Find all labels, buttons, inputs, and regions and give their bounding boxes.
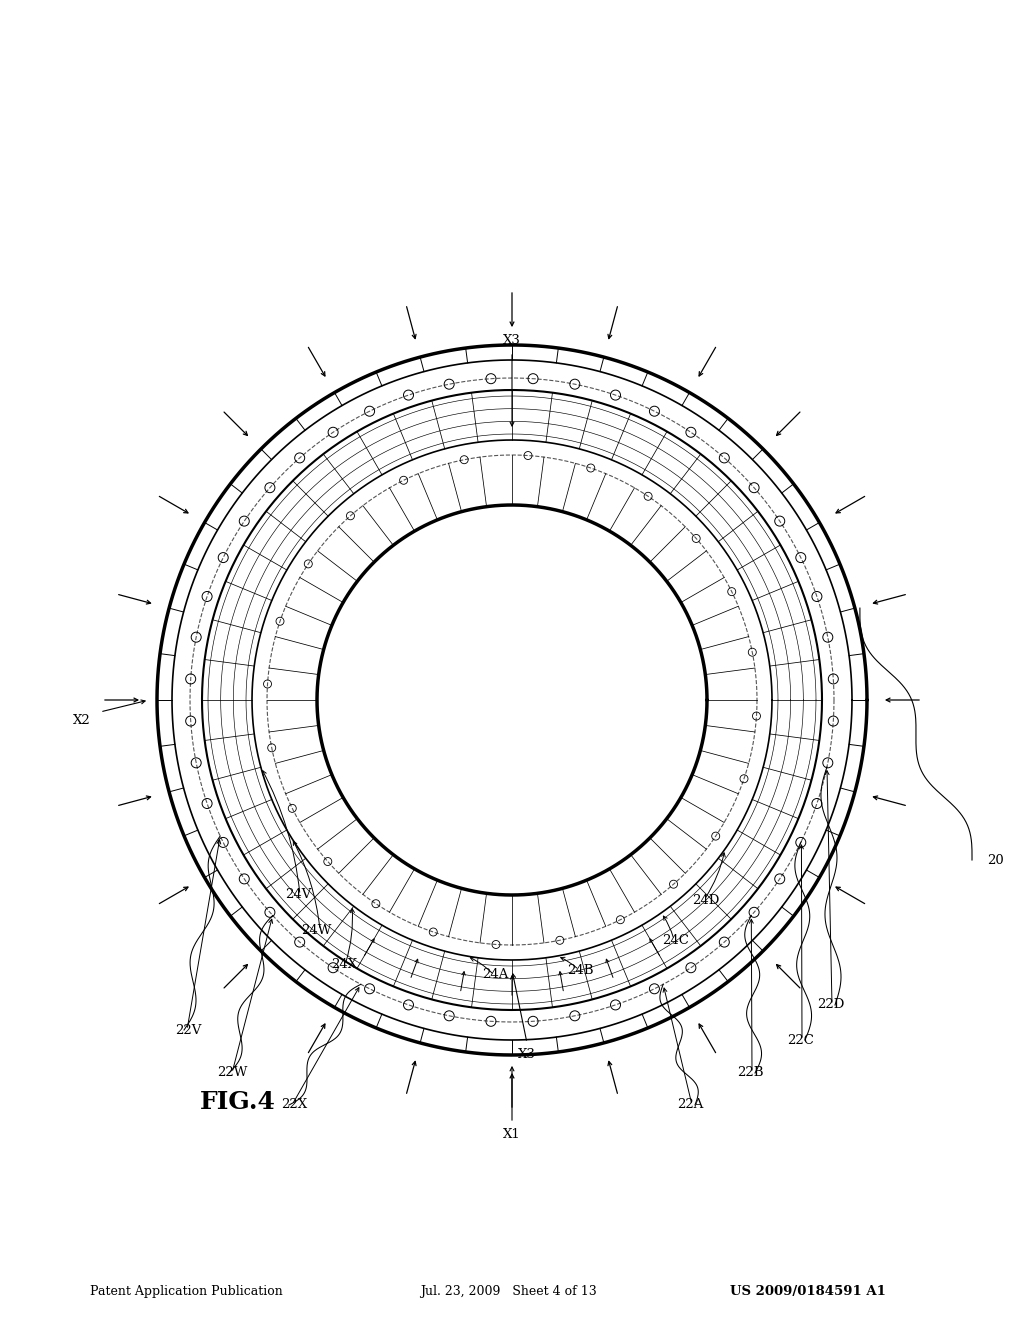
Text: 22B: 22B [737, 1067, 764, 1080]
Text: X2: X2 [73, 714, 91, 726]
Text: 24D: 24D [692, 894, 720, 907]
Text: 22X: 22X [281, 1098, 307, 1111]
Text: 22C: 22C [787, 1034, 814, 1047]
Text: 24B: 24B [567, 964, 594, 977]
Text: FIG.4: FIG.4 [200, 1090, 275, 1114]
Text: Jul. 23, 2009   Sheet 4 of 13: Jul. 23, 2009 Sheet 4 of 13 [420, 1284, 597, 1298]
Text: 20: 20 [987, 854, 1004, 866]
Text: 24V: 24V [286, 888, 312, 902]
Text: 22V: 22V [176, 1023, 202, 1036]
Text: 22W: 22W [217, 1067, 247, 1080]
Text: Patent Application Publication: Patent Application Publication [90, 1284, 283, 1298]
Text: 24W: 24W [302, 924, 332, 936]
Text: X1: X1 [503, 1129, 521, 1142]
Text: 24X: 24X [331, 958, 357, 972]
Text: X3: X3 [503, 334, 521, 346]
Text: US 2009/0184591 A1: US 2009/0184591 A1 [730, 1284, 886, 1298]
Text: 24C: 24C [662, 933, 689, 946]
Text: 22D: 22D [817, 998, 845, 1011]
Text: X3: X3 [518, 1048, 536, 1061]
Text: 22A: 22A [677, 1098, 703, 1111]
Text: 24A: 24A [482, 969, 508, 982]
